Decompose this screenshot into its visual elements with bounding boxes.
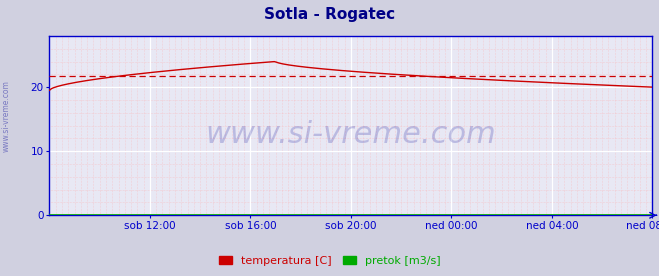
Text: www.si-vreme.com: www.si-vreme.com <box>206 120 496 149</box>
Text: www.si-vreme.com: www.si-vreme.com <box>2 80 11 152</box>
Text: Sotla - Rogatec: Sotla - Rogatec <box>264 7 395 22</box>
Legend: temperatura [C], pretok [m3/s]: temperatura [C], pretok [m3/s] <box>214 251 445 270</box>
